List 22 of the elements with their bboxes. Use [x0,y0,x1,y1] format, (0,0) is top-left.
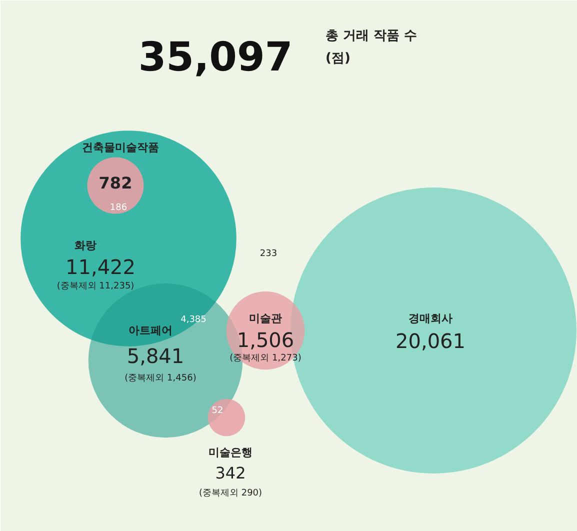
text: 35,097 [138,34,293,80]
data-label: 20,061 [396,329,466,353]
text: 186 [110,203,128,213]
data-label: 11,422 [66,255,136,279]
data-label: 342 [215,464,246,482]
text: 233 [260,249,278,259]
data-label: 1,506 [236,328,294,352]
text: (중복제외 290) [198,488,262,498]
text: 총 거래 작품 수 (점) [326,28,418,66]
category-label: 건축물미술작품 [82,141,159,154]
category-label: 미술은행 [208,446,252,459]
text: (중복제외 11,235) [56,282,134,292]
text: (중복제외 1,273) [230,354,302,364]
category-label: 아트페어 [128,324,172,337]
category-label: 화랑 [74,239,96,252]
category-label: 미술관 [249,312,282,325]
data-label: 782 [98,174,132,192]
text: (중복제외 1,456) [124,374,196,384]
category-label: 경매회사 [408,312,452,325]
text: 52 [212,406,224,416]
data-label: 5,841 [126,344,184,368]
text: 4,385 [180,315,206,325]
